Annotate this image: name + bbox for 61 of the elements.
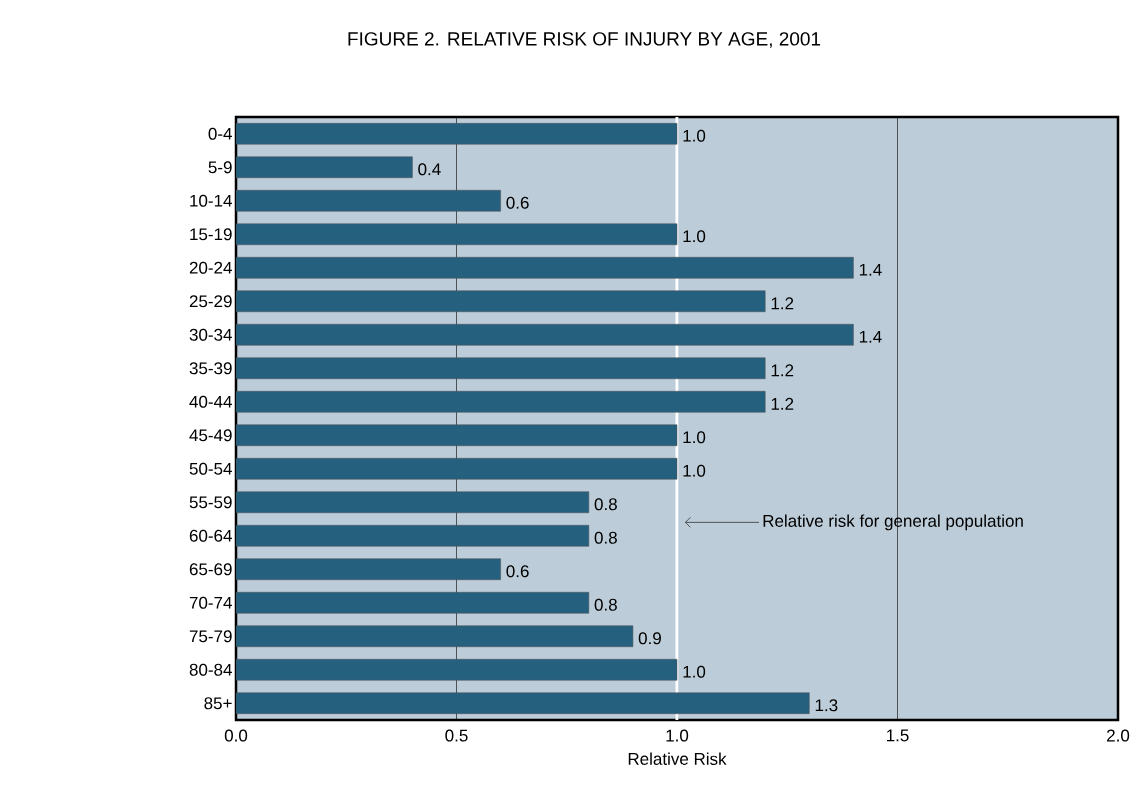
data-label: 1.2 [771,364,794,377]
bar [236,525,590,547]
y-tick-label: 20-24 [189,261,232,274]
y-tick-label: 40-44 [189,395,232,408]
bar [236,190,501,212]
chart-title: FIGURE 2. RELATIVE RISK OF INJURY BY AGE, 2001 [348,32,821,48]
bar [236,357,766,379]
y-tick-label: 70-74 [189,596,232,609]
bar [236,625,634,648]
data-label: 1.2 [771,297,794,310]
bar [236,692,810,715]
bar [236,458,678,480]
data-label: 0.4 [418,163,441,176]
bar [236,324,854,346]
y-tick-label: 45-49 [189,429,232,442]
data-label: 1.0 [683,230,706,243]
data-label: 1.0 [683,129,706,142]
data-label: 0.8 [594,531,617,544]
y-tick-label: 0-4 [208,127,232,140]
x-tick-label: 0.5 [445,729,468,742]
y-tick-label: 55-59 [189,496,232,509]
data-label: 1.3 [815,699,838,712]
bar [236,223,678,245]
y-tick-label: 25-29 [189,295,232,308]
data-label: 0.9 [638,632,661,645]
y-tick-label: 80-84 [189,663,232,676]
x-axis-title: Relative Risk [628,752,727,765]
y-tick-label: 5-9 [208,161,232,174]
data-label: 1.4 [859,330,882,343]
y-tick-label: 50-54 [189,462,232,475]
y-tick-label: 10-14 [190,194,232,207]
bar [236,491,590,514]
data-label: 0.8 [594,598,617,611]
x-tick-label: 1.0 [666,729,689,742]
y-tick-label: 60-64 [189,529,232,542]
bar [236,156,413,178]
bar [236,424,678,447]
y-tick-label: 30-34 [189,328,232,341]
bar [236,123,678,145]
bar [236,592,590,614]
data-label: 0.6 [506,196,529,209]
y-tick-label: 85+ [204,697,232,710]
bar [236,391,766,413]
bar [236,257,854,279]
data-label: 1.4 [859,263,882,276]
data-label: 1.0 [683,665,706,678]
data-label: 1.0 [683,431,706,444]
y-tick-label: 65-69 [189,563,232,576]
bar [236,290,766,312]
y-tick-label: 35-39 [189,362,232,375]
data-label: 1.0 [683,464,706,477]
data-label: 0.8 [594,498,617,511]
y-tick-label: 75-79 [189,630,232,643]
x-tick-label: 1.5 [886,729,909,742]
x-tick-label: 0.0 [224,729,248,742]
bar [236,558,501,581]
y-tick-label: 15-19 [190,228,232,241]
data-label: 0.6 [506,565,529,578]
data-label: 1.2 [771,397,794,410]
bar [236,659,678,681]
x-tick-label: 2.0 [1107,729,1130,742]
